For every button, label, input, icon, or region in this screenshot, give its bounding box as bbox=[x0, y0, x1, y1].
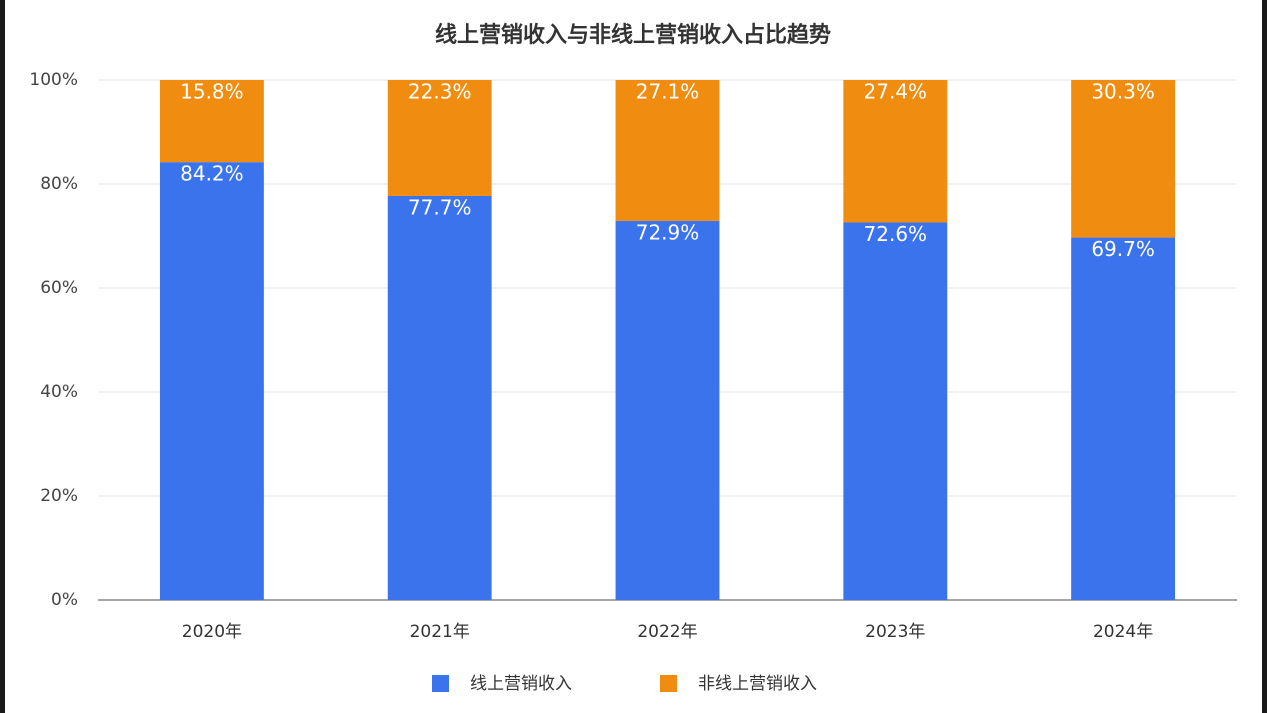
value-label: 22.3% bbox=[408, 80, 472, 104]
y-tick-label: 20% bbox=[40, 486, 78, 506]
bar-segment bbox=[843, 80, 948, 223]
y-tick-label: 60% bbox=[40, 278, 78, 298]
bar-segment bbox=[387, 80, 492, 196]
bar-segment bbox=[387, 195, 492, 600]
value-label: 27.4% bbox=[864, 80, 928, 104]
x-tick-label: 2024年 bbox=[1093, 622, 1153, 642]
y-tick-label: 80% bbox=[40, 174, 78, 194]
value-label: 27.1% bbox=[636, 80, 700, 104]
x-tick-label: 2020年 bbox=[182, 622, 242, 642]
value-label: 77.7% bbox=[408, 195, 472, 219]
bar-segment bbox=[615, 80, 720, 221]
y-tick-label: 0% bbox=[51, 590, 78, 610]
value-label: 15.8% bbox=[180, 80, 244, 104]
legend-label: 线上营销收入 bbox=[470, 674, 572, 694]
value-label: 30.3% bbox=[1091, 80, 1155, 104]
x-tick-label: 2023年 bbox=[865, 622, 925, 642]
y-tick-label: 100% bbox=[29, 70, 78, 90]
value-label: 84.2% bbox=[180, 162, 244, 186]
bar-segment bbox=[1071, 237, 1176, 600]
chart-title: 线上营销收入与非线上营销收入占比趋势 bbox=[435, 22, 831, 48]
bar-segment bbox=[159, 162, 264, 600]
bar-segment bbox=[615, 220, 720, 601]
x-tick-label: 2022年 bbox=[637, 622, 697, 642]
bar-segment bbox=[1071, 80, 1176, 238]
value-label: 72.6% bbox=[864, 222, 928, 246]
bar-segment bbox=[159, 80, 264, 163]
legend-swatch bbox=[432, 675, 449, 692]
y-tick-label: 40% bbox=[40, 382, 78, 402]
legend-swatch bbox=[660, 675, 677, 692]
legend-label: 非线上营销收入 bbox=[698, 674, 817, 694]
bar-segment bbox=[843, 222, 948, 601]
value-label: 72.9% bbox=[636, 220, 700, 244]
x-tick-label: 2021年 bbox=[410, 622, 470, 642]
value-label: 69.7% bbox=[1091, 237, 1155, 261]
